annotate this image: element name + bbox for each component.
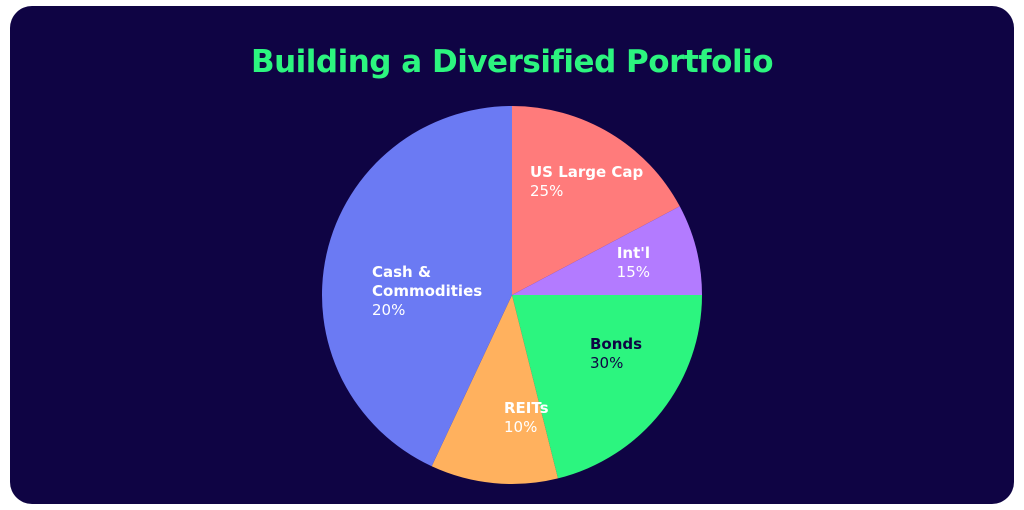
slice-label: Bonds 30% bbox=[590, 335, 642, 372]
slice-name: Int'l bbox=[617, 244, 650, 262]
slice-label: REITs 10% bbox=[504, 399, 549, 436]
slice-value: 20% bbox=[372, 301, 405, 319]
pie-slices bbox=[322, 106, 702, 484]
slice-name: REITs bbox=[504, 399, 549, 417]
slice-label: Cash & Commodities 20% bbox=[372, 263, 482, 319]
slice-value: 15% bbox=[617, 263, 650, 281]
slice-value: 25% bbox=[530, 182, 563, 200]
pie-slice-us-large-cap bbox=[512, 106, 680, 295]
slice-label: Int'l 15% bbox=[617, 244, 650, 281]
slice-label: US Large Cap 25% bbox=[530, 163, 644, 200]
slice-value: 30% bbox=[590, 354, 623, 372]
slice-value: 10% bbox=[504, 418, 537, 436]
pie-chart: US Large Cap 25% Int'l 15% Bonds 30% REITs 10% C… bbox=[322, 106, 702, 484]
pie-labels: US Large Cap 25% Int'l 15% Bonds 30% REITs 10% C… bbox=[372, 163, 650, 436]
pie-slice-reits bbox=[431, 295, 558, 484]
chart-title: Building a Diversified Portfolio bbox=[250, 44, 774, 80]
slice-name: Cash & bbox=[372, 263, 431, 281]
pie-slice-bonds bbox=[512, 295, 702, 479]
slice-name: US Large Cap bbox=[530, 163, 644, 181]
slice-name: Bonds bbox=[590, 335, 642, 353]
chart-card: Building a Diversified Portfolio US Larg… bbox=[10, 6, 1014, 504]
pie-slice-cash-commodities bbox=[322, 106, 512, 467]
slice-name: Commodities bbox=[372, 282, 482, 300]
pie-slice-int-l bbox=[512, 206, 702, 295]
